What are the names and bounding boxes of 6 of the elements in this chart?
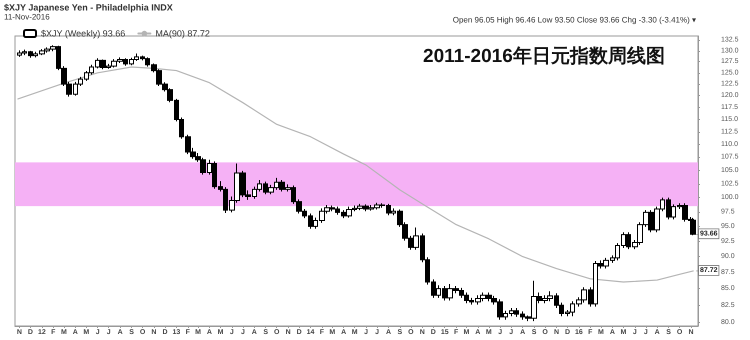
text: 11-Nov-2016 <box>4 12 50 22</box>
legend-label: MA(90) 87.72 <box>155 28 210 38</box>
text: 2011-2016年日元指数周线图 <box>423 45 665 67</box>
text: $XJY Japanese Yen - Philadelphia INDX <box>4 2 173 12</box>
text: Open 96.05 High 96.46 Low 93.50 Close 93.66 Chg -3.30 (-3.41%) ▾ <box>452 16 696 24</box>
legend-label: $XJY (Weekly) 93.66 <box>41 28 126 38</box>
